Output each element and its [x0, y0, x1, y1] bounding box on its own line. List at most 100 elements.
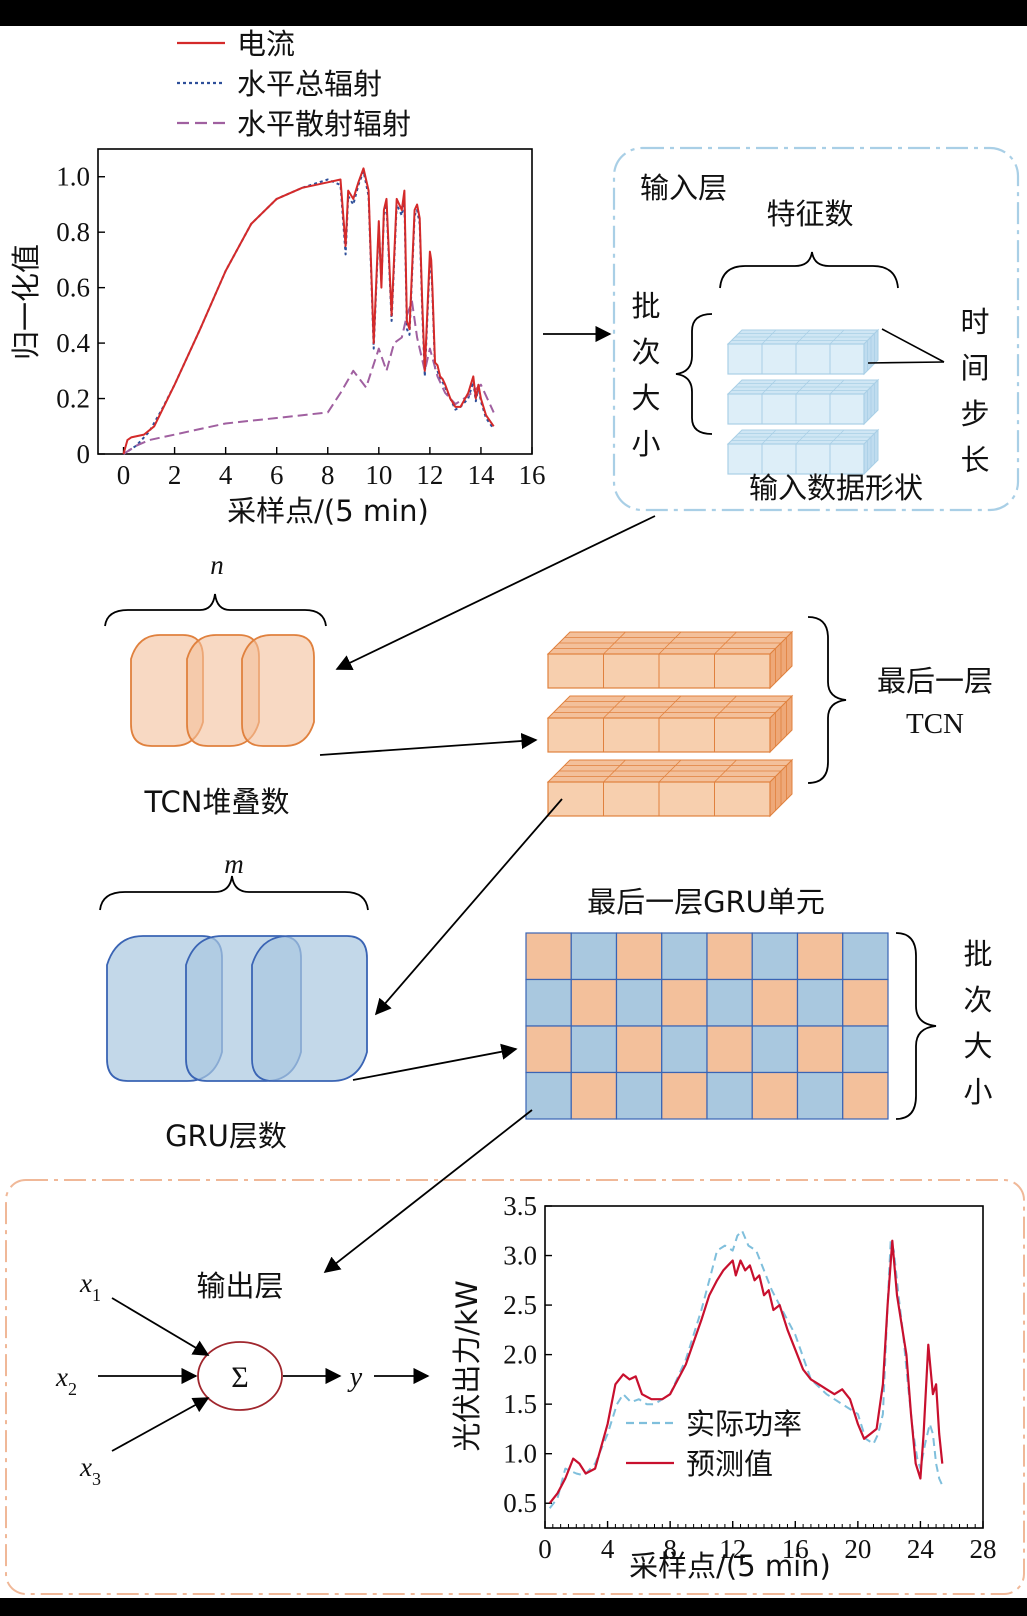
- gru-cell: [525, 932, 572, 981]
- input-layer-title: 输入层: [640, 171, 727, 205]
- timestep-pointer-1: [881, 328, 945, 363]
- output-chart-ytick-label: 1.5: [503, 1389, 537, 1419]
- batch-brace: [675, 313, 713, 435]
- arrow-gru-to-output: [323, 1109, 533, 1273]
- svg-text:批: 批: [631, 289, 660, 323]
- gru-cell: [706, 1025, 753, 1074]
- gru-cell: [796, 1071, 844, 1120]
- output-chart-xtick-label: 16: [782, 1534, 809, 1564]
- gru-brace: [99, 875, 369, 911]
- arrow-gru-to-unit: [352, 1043, 518, 1081]
- input-shape-caption: 输入数据形状: [749, 471, 923, 505]
- input-layer-panel: 输入层 特征数 批 次 大 小 时 间 步 长 输入数据形状: [612, 146, 1020, 512]
- tcn-slab-3: [546, 758, 794, 818]
- input-chart-frame: [97, 148, 533, 455]
- summation-neuron: Σ x1 x2 x3 y: [55, 1268, 430, 1489]
- svg-text:间: 间: [960, 351, 989, 385]
- input-chart-ytick-label: 0.8: [56, 217, 90, 247]
- arrow-x3: [111, 1397, 210, 1452]
- input-chart-legend: 电流 水平总辐射 水平散射辐射: [177, 27, 411, 141]
- arrow-input-to-tcn: [335, 515, 656, 670]
- output-chart: 0 4 8 12 16 20 24 28 0.5 1.0 1.5 2.0 2.5 3.0 3.5 实际功率 …: [450, 1191, 997, 1583]
- gru-cell: [842, 1071, 889, 1120]
- svg-text:小: 小: [631, 427, 660, 461]
- gru-cell: [842, 932, 889, 981]
- gru-cell: [525, 1025, 572, 1074]
- output-chart-xtick-label: 12: [719, 1534, 746, 1564]
- output-chart-xtick-label: 20: [844, 1534, 871, 1564]
- gru-cell: [615, 932, 663, 981]
- output-chart-xtick-label: 8: [663, 1534, 677, 1564]
- gru-plane-3: [251, 935, 368, 1082]
- output-chart-series: [548, 1229, 944, 1509]
- last-tcn-brace: [807, 616, 847, 784]
- gru-unit-grid: [525, 932, 889, 1120]
- gru-cell: [751, 978, 799, 1027]
- gru-cell: [706, 932, 753, 981]
- top-black-band: [0, 0, 1027, 26]
- gru-batch-size-label: 批 次 大 小: [963, 937, 992, 1109]
- feature-count-label: 特征数: [766, 197, 853, 231]
- input-x3: x3: [79, 1452, 101, 1489]
- gru-cell: [525, 1071, 572, 1120]
- tcn-slab-1: [546, 630, 794, 690]
- gru-batch-brace: [895, 932, 937, 1120]
- arrow-x1: [111, 1297, 210, 1356]
- gru-cell: [751, 932, 799, 981]
- gru-cell: [661, 932, 708, 981]
- gru-cell: [796, 932, 844, 981]
- gru-cell: [661, 1071, 708, 1120]
- output-chart-ytick-label: 2.5: [503, 1290, 537, 1320]
- sigma-icon: Σ: [231, 1361, 248, 1394]
- legend-label-predicted: 预测值: [686, 1447, 773, 1481]
- svg-text:批: 批: [963, 937, 992, 971]
- gru-cell: [570, 978, 618, 1027]
- gru-cell: [751, 1071, 799, 1120]
- input-chart-series-1: [122, 167, 495, 455]
- legend-label-dhi: 水平散射辐射: [237, 107, 411, 141]
- timestep-pointer-2: [867, 361, 945, 364]
- output-chart-ylabel: 光伏出力/kW: [450, 1280, 484, 1451]
- input-chart-ytick-label: 0.4: [56, 328, 90, 358]
- gru-unit-title: 最后一层GRU单元: [587, 885, 825, 919]
- input-data-cuboids: [726, 328, 880, 476]
- svg-text:长: 长: [960, 443, 989, 477]
- arrow-tcn-to-gru: [374, 798, 563, 1016]
- gru-cell: [615, 1071, 663, 1120]
- output-chart-xtick-label: 28: [970, 1534, 997, 1564]
- sum-node: [197, 1341, 283, 1411]
- gru-cell: [842, 1025, 889, 1074]
- output-chart-legend: 实际功率 预测值: [626, 1407, 802, 1481]
- output-layer-title: 输出层: [196, 1269, 283, 1303]
- input-x1: x1: [79, 1268, 101, 1305]
- last-tcn-label-line2: TCN: [906, 708, 964, 740]
- legend-label-ghi: 水平总辐射: [237, 67, 382, 101]
- output-chart-xtick-label: 0: [538, 1534, 552, 1564]
- input-chart-series: [122, 167, 495, 455]
- tcn-stack: n TCN堆叠数: [104, 550, 327, 819]
- last-tcn-layer-cuboids: [546, 630, 794, 818]
- time-step-label: 时 间 步 长: [960, 305, 989, 477]
- gru-layers-label: GRU层数: [165, 1119, 287, 1153]
- diagram-svg: 电流 水平总辐射 水平散射辐射 0 2 4 6 8 10 12 14 1600.20.40.60…: [5, 27, 1025, 1595]
- gru-cell: [661, 978, 708, 1027]
- input-chart-axes: 0 2 4 6 8 10 12 14 16 0 0.2 0.4 0.6 0.8 1.0: [56, 162, 545, 490]
- last-tcn-label-line1: 最后一层: [877, 664, 993, 698]
- input-slab-1: [726, 328, 880, 376]
- svg-text:次: 次: [963, 983, 992, 1017]
- svg-text:时: 时: [960, 305, 989, 339]
- output-chart-ytick-label: 3.0: [503, 1241, 537, 1271]
- input-chart: 电流 水平总辐射 水平散射辐射 0 2 4 6 8 10 12 14 1600.20.40.60…: [9, 27, 546, 528]
- gru-cell: [842, 978, 889, 1027]
- gru-cell: [615, 1025, 663, 1074]
- gru-cell: [615, 978, 663, 1027]
- gru-cell: [796, 1025, 844, 1074]
- output-chart-series-2: [548, 1239, 944, 1504]
- output-chart-ytick-label: 1.0: [503, 1439, 537, 1469]
- tcn-slab-2: [546, 694, 794, 754]
- feature-brace: [719, 251, 899, 289]
- input-panel-border: [612, 146, 1020, 512]
- svg-text:小: 小: [963, 1075, 992, 1109]
- legend-label-actual: 实际功率: [686, 1407, 802, 1441]
- output-panel-border: [5, 1179, 1025, 1595]
